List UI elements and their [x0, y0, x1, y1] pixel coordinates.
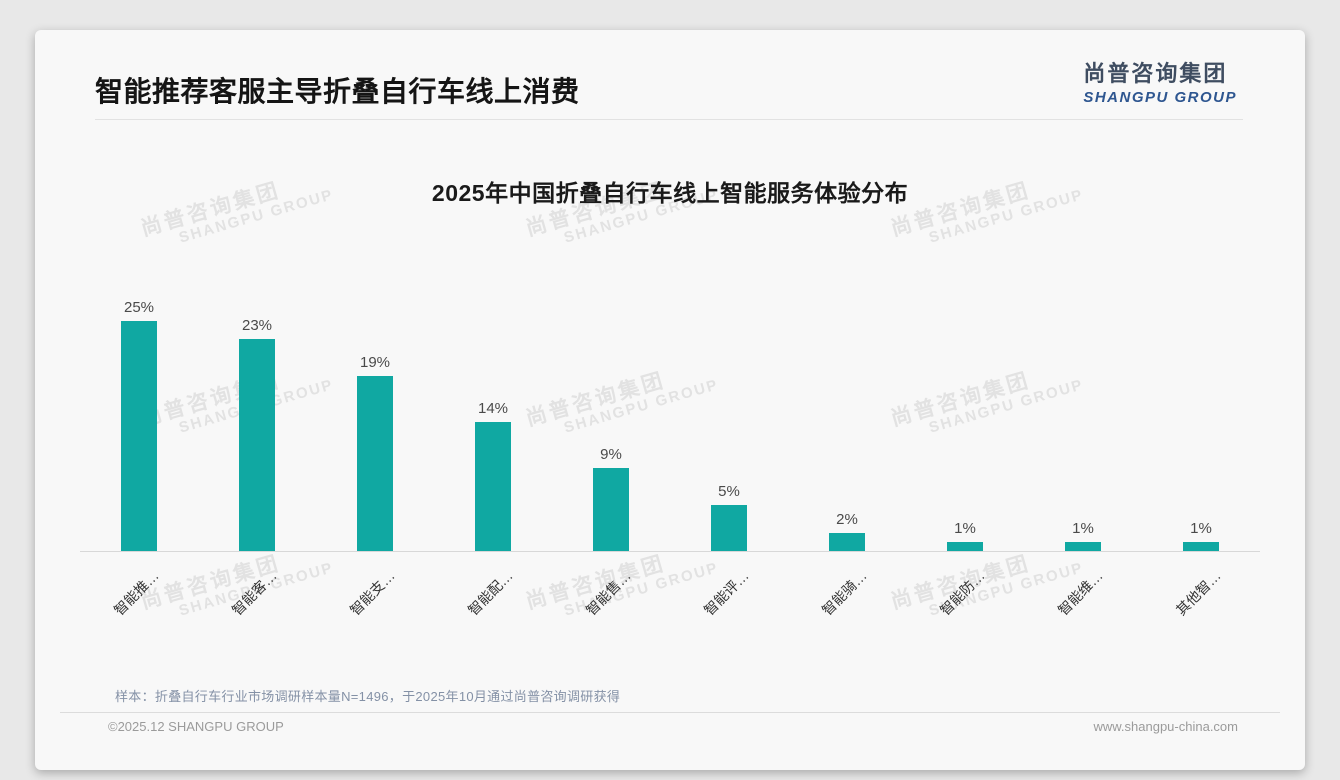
chart-title: 2025年中国折叠自行车线上智能服务体验分布	[431, 180, 909, 206]
x-axis-label: 智能防…	[936, 567, 988, 619]
header-divider	[95, 119, 1243, 120]
bar-value-label: 1%	[1190, 519, 1212, 537]
x-label-column: 智能推…	[80, 552, 198, 652]
x-axis-label: 智能客…	[228, 567, 280, 619]
bars: 25% 23% 19% 14% 9% 5% 2% 1% 1% 1%	[80, 299, 1260, 551]
x-label-column: 智能客…	[198, 552, 316, 652]
footer-copyright: ©2025.12 SHANGPU GROUP	[108, 719, 284, 734]
bar-value-label: 25%	[123, 299, 155, 316]
x-label-column: 智能配…	[434, 552, 552, 652]
x-label-column: 其他智…	[1142, 552, 1260, 652]
footer-divider	[60, 712, 1280, 713]
bar-column: 19%	[316, 299, 434, 551]
bar-column: 5%	[670, 299, 788, 551]
company-logo: 尚普咨询集团 SHANGPU GROUP	[1083, 56, 1237, 106]
bar-column: 25%	[80, 299, 198, 551]
bar-value-label: 1%	[954, 519, 976, 537]
x-label-column: 智能防…	[906, 552, 1024, 652]
logo-chinese-text: 尚普咨询集团	[1083, 61, 1228, 86]
x-axis-label: 其他智…	[1172, 567, 1224, 619]
bar-column: 1%	[1142, 299, 1260, 551]
x-axis-label: 智能评…	[700, 567, 752, 619]
bar	[475, 422, 511, 551]
bar	[1183, 541, 1219, 551]
x-label-column: 智能骑…	[788, 552, 906, 652]
x-axis-label: 智能骑…	[818, 567, 870, 619]
bar-value-label: 1%	[1072, 519, 1094, 537]
bar	[1065, 541, 1101, 551]
bar-column: 14%	[434, 299, 552, 551]
bar-column: 1%	[906, 299, 1024, 551]
bar	[357, 376, 393, 551]
bar-chart: 2025年中国折叠自行车线上智能服务体验分布 25% 23% 19% 14% 9% 5% 2…	[80, 30, 1260, 770]
bar-value-label: 2%	[836, 510, 858, 528]
bar-column: 2%	[788, 299, 906, 551]
x-label-column: 智能支…	[316, 552, 434, 652]
bar-value-label: 9%	[600, 446, 622, 464]
slide-card: 尚普咨询集团 SHANGPU GROUP 尚普咨询集团 SHANGPU GROUP 尚普…	[35, 30, 1305, 770]
page-title: 智能推荐客服主导折叠自行车线上消费	[95, 76, 580, 107]
bar	[593, 468, 629, 551]
x-axis-label: 智能支…	[346, 567, 398, 619]
x-axis-line	[80, 551, 1260, 552]
x-label-column: 智能售…	[552, 552, 670, 652]
x-axis-label: 智能配…	[464, 567, 516, 619]
bar-value-label: 19%	[359, 354, 391, 372]
sample-note: 样本：折叠自行车行业市场调研样本量N=1496，于2025年10月通过尚普咨询调…	[115, 689, 621, 704]
x-label-column: 智能评…	[670, 552, 788, 652]
x-axis-label: 智能维…	[1054, 567, 1106, 619]
bar	[711, 505, 747, 551]
bar	[121, 321, 157, 551]
bar-value-label: 23%	[241, 317, 273, 335]
x-axis-label: 智能推…	[110, 567, 162, 619]
bar	[947, 541, 983, 551]
bar-column: 23%	[198, 299, 316, 551]
x-axis-labels: 智能推… 智能客… 智能支… 智能配… 智能售… 智能评… 智能骑… 智能防… 智能维… 其他智…	[80, 552, 1260, 652]
footer-website: www.shangpu-china.com	[1093, 719, 1238, 734]
x-label-column: 智能维…	[1024, 552, 1142, 652]
bar-value-label: 5%	[718, 483, 740, 500]
bar	[829, 532, 865, 551]
bar-column: 1%	[1024, 299, 1142, 551]
bar	[239, 339, 275, 551]
bar-value-label: 14%	[477, 400, 509, 418]
bar-column: 9%	[552, 299, 670, 551]
x-axis-label: 智能售…	[582, 567, 634, 619]
logo-english-text: SHANGPU GROUP	[1083, 89, 1237, 106]
